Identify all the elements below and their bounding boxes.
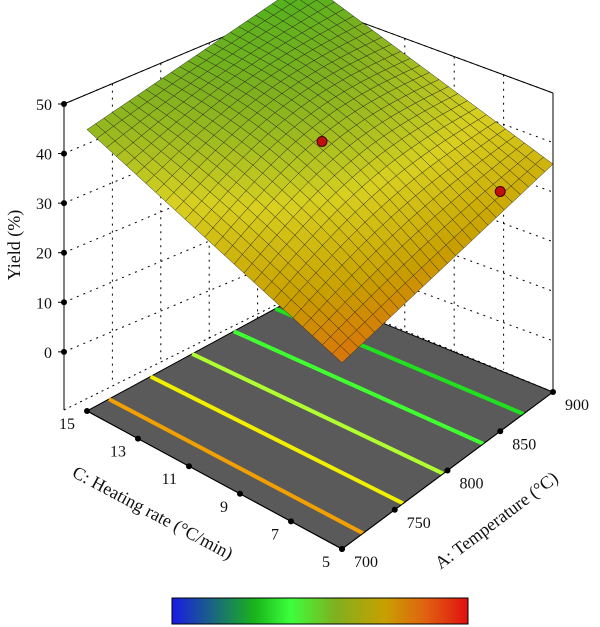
y-axis-ticks: 5 7 9 11 13 15: [59, 408, 345, 571]
z-tick-label: 0: [44, 345, 52, 362]
z-tick-label: 30: [36, 196, 52, 213]
z-tick-dot: [61, 299, 67, 306]
temperature-axis-line: [341, 391, 554, 550]
z-tick-dot: [61, 348, 67, 355]
y-tick-label: 11: [162, 471, 177, 488]
x-tick-label: 900: [565, 397, 589, 414]
y-tick-label: 13: [110, 444, 126, 461]
x-tick-label: 700: [354, 554, 378, 571]
z-tick-dot: [61, 249, 67, 256]
y-tick-label: 9: [220, 499, 228, 516]
z-tick-label: 40: [36, 147, 52, 164]
z-tick-dot: [61, 101, 67, 107]
z-tick-dot: [61, 150, 67, 157]
design-points: [316, 135, 506, 197]
color-scale-bar: [171, 597, 469, 625]
heating-rate-axis-line: [86, 410, 343, 550]
x-axis-title: A: Temperature (°C): [431, 468, 562, 574]
surface-cell: [331, 345, 351, 364]
z-tick-label: 10: [36, 295, 52, 312]
contour-line: [191, 352, 445, 476]
response-surface: [86, 0, 554, 364]
contour-line: [107, 397, 365, 536]
design-point: [316, 135, 328, 147]
z-tick-label: 50: [36, 97, 52, 114]
z-axis-ticks: 0 10 20 30 40 50: [36, 97, 67, 362]
z-tick-dot: [61, 200, 67, 207]
contour-line: [149, 374, 405, 506]
x-tick-label: 850: [512, 436, 536, 453]
y-tick-label: 15: [59, 416, 75, 433]
design-point: [494, 185, 506, 197]
x-tick-label: 750: [407, 515, 431, 532]
y-tick-label: 7: [271, 526, 279, 543]
x-tick-label: 800: [460, 476, 484, 493]
contour-line: [232, 329, 485, 446]
z-tick-label: 20: [36, 246, 52, 263]
z-axis-title: Yield (%): [4, 210, 25, 280]
y-tick-label: 5: [322, 554, 330, 571]
